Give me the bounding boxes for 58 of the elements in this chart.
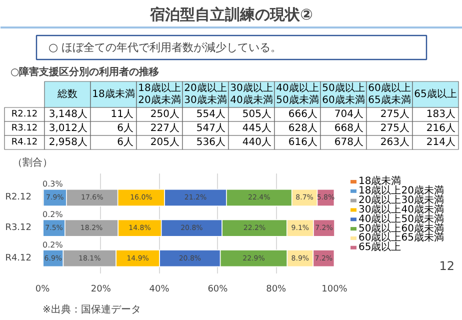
data-label: 2,958人 [48,137,88,148]
legend-label: 65歳以上 [358,241,402,254]
data-label: 0.2% [42,210,64,219]
data-label: 668人 [334,123,364,134]
y-tick-label: R3.12 [5,223,32,234]
x-tick-label: 100% [322,284,348,294]
x-tick-label: 30歳以上40歳未満 [230,82,273,106]
y-axis-title: （割合） [12,156,52,168]
data-label: 536人 [196,137,226,148]
data-label: 3,012人 [48,123,88,134]
data-label: 250人 [150,109,180,120]
chart-subtitle: ○ ほぼ全ての年代で利用者数が減少している。 [48,41,282,54]
x-tick-label: 20% [90,284,112,294]
data-label: 666人 [288,109,318,120]
x-tick-label: 18歳未満 [92,88,135,100]
data-label: 11人 [110,109,134,120]
x-tick-label: 80% [266,284,287,294]
x-tick-label: 0% [35,284,50,294]
data-label: 554人 [196,109,226,120]
data-label: 214人 [426,137,456,148]
data-label: 505人 [242,109,272,120]
data-label: 6人 [117,123,134,134]
data-label: 183人 [426,109,456,120]
data-label: 704人 [334,109,364,120]
text: 12 [439,258,455,273]
data-label: 227人 [150,123,180,134]
x-tick-label: 総数 [56,88,78,100]
data-label: 3,148人 [48,109,88,120]
x-tick-label: 18歳以上20歳未満 [138,82,181,106]
data-label: 0.3% [42,180,64,189]
data-label: 445人 [242,123,272,134]
data-label: 216人 [426,123,456,134]
y-tick-label: R4.12 [5,253,32,264]
data-label: 547人 [196,123,226,134]
data-label: 275人 [380,123,410,134]
text: ○障害支援区分別の利用者の推移 [10,66,160,78]
data-label: 628人 [288,123,318,134]
y-tick-label: R3.12 [11,124,38,134]
x-tick-label: 40歳以上50歳未満 [276,82,319,106]
chart-title: 宿泊型自立訓練の現状② [149,6,313,24]
data-label: 275人 [380,109,410,120]
x-tick-label: 40% [149,284,170,294]
y-tick-label: R2.12 [5,192,32,203]
x-tick-label: 50歳以上60歳未満 [322,82,365,106]
data-label: 616人 [288,137,318,148]
data-label: 205人 [150,137,180,148]
x-tick-label: 60% [208,284,228,294]
x-tick-label: 20歳以上30歳未満 [184,82,227,106]
data-label: 6人 [117,137,134,148]
y-tick-label: R4.12 [11,138,38,148]
y-tick-label: R2.12 [11,110,38,120]
x-tick-label: 60歳以上65歳未満 [368,82,411,106]
x-tick-label: 65歳以上 [414,88,457,100]
text: ※出典：国保連データ [42,304,141,316]
data-label: 0.2% [42,240,64,250]
data-label: 263人 [380,137,410,148]
data-label: 440人 [242,137,272,148]
data-label: 678人 [334,137,364,148]
